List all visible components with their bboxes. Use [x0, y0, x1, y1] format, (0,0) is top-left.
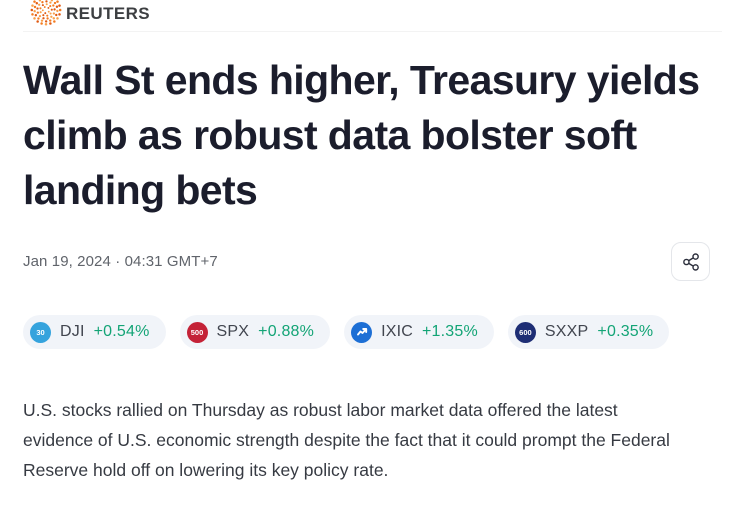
- ticker-change: +0.54%: [93, 323, 150, 340]
- ticker-chip-dji[interactable]: 30 DJI +0.54%: [23, 315, 166, 349]
- publish-date: Jan 19, 2024 · 04:31 GMT+7: [23, 253, 218, 270]
- share-button[interactable]: [671, 242, 710, 281]
- ticker-symbol: SXXP: [544, 323, 589, 340]
- ticker-change: +0.88%: [258, 323, 315, 340]
- article-lead-paragraph: U.S. stocks rallied on Thursday as robus…: [23, 400, 670, 480]
- meta-row: Jan 19, 2024 · 04:31 GMT+7: [23, 242, 710, 281]
- dow-30-badge-icon: 30: [30, 321, 51, 343]
- reuters-orbit-dots-icon: [30, 0, 62, 26]
- reuters-logo-link[interactable]: REUTERS: [30, 0, 150, 26]
- nasdaq-trend-badge-icon: [351, 321, 373, 343]
- ticker-symbol: IXIC: [381, 323, 413, 340]
- ticker-change: +1.35%: [422, 323, 478, 340]
- ticker-chip-ixic[interactable]: IXIC +1.35%: [344, 315, 494, 349]
- ticker-chip-sxxp[interactable]: 600 SXXP +0.35%: [507, 315, 670, 349]
- ticker-chip-row: 30 DJI +0.54% 500 SPX +0.88% IXIC +1.35%…: [23, 315, 722, 349]
- ticker-chip-spx[interactable]: 500 SPX +0.88%: [179, 315, 331, 349]
- reuters-wordmark: REUTERS: [66, 3, 151, 23]
- masthead: REUTERS: [23, 0, 722, 32]
- article-headline: Wall St ends higher, Treasury yields cli…: [23, 57, 700, 213]
- ticker-symbol: DJI: [60, 323, 85, 340]
- article-page: REUTERS Wall St ends higher, Treasury yi…: [23, 0, 722, 480]
- ticker-change: +0.35%: [597, 323, 654, 340]
- stoxx-600-badge-icon: 600: [514, 321, 536, 343]
- share-icon: [682, 252, 699, 271]
- sp-500-badge-icon: 500: [186, 321, 208, 343]
- ticker-symbol: SPX: [216, 323, 250, 340]
